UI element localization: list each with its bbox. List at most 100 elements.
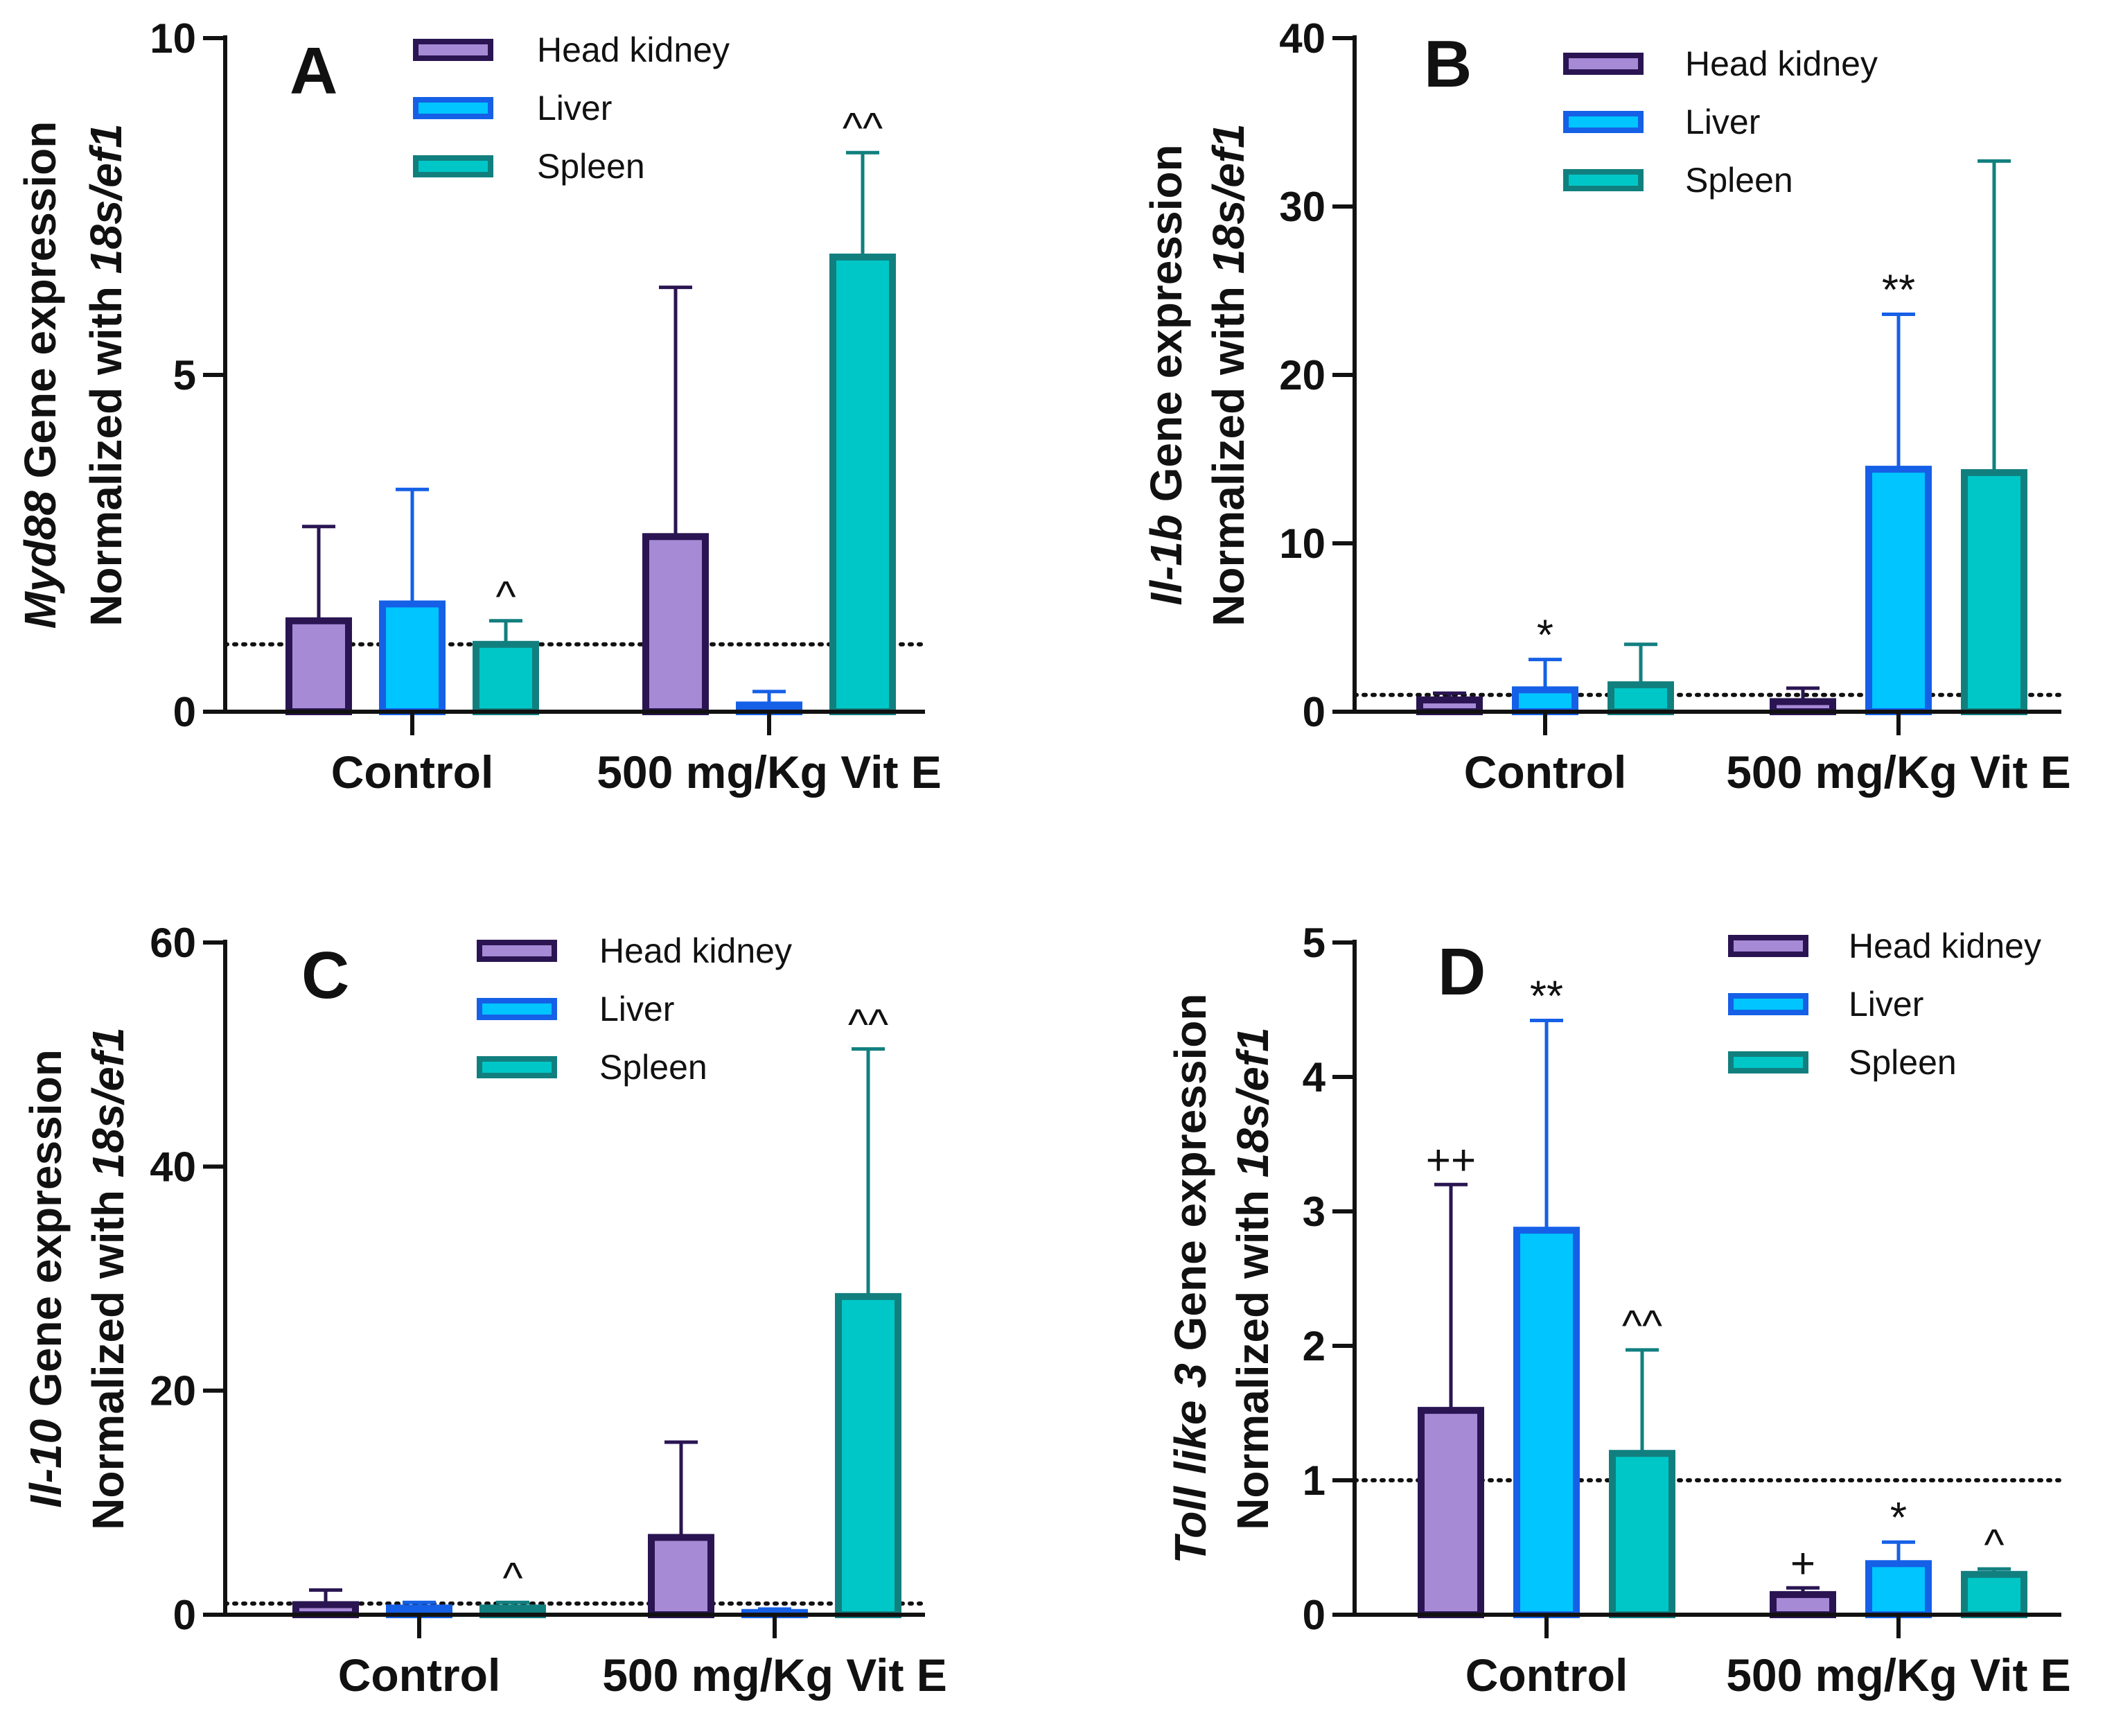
y-tick-label: 2	[1303, 1323, 1325, 1369]
bar	[829, 253, 896, 715]
normalizer-name: 18s/ef1	[81, 123, 131, 274]
significance-mark: ^^	[843, 105, 883, 152]
y-tick-label: 1	[1303, 1457, 1325, 1504]
y-axis-title-prefix: Normalized with	[1204, 274, 1253, 626]
y-tick-label: 0	[173, 1592, 196, 1638]
y-tick-label: 20	[1279, 352, 1325, 398]
legend-label: Liver	[537, 89, 612, 128]
panel-letter: C	[301, 938, 349, 1012]
y-tick-label: 40	[1279, 15, 1325, 62]
y-axis-title-line1: Il-10 Gene expression	[21, 1049, 71, 1508]
y-tick-label: 4	[1303, 1054, 1326, 1101]
y-axis-title-suffix: Gene expression	[1165, 994, 1215, 1364]
bar	[835, 1292, 901, 1619]
y-axis-title-line1: Toll like 3 Gene expression	[1165, 994, 1215, 1564]
y-tick-label: 0	[173, 689, 196, 735]
normalizer-name: 18s/ef1	[83, 1027, 133, 1177]
legend-label: Head kidney	[599, 931, 792, 970]
bar	[642, 533, 709, 716]
category-label: Control	[331, 746, 494, 798]
y-axis-title-line2: Normalized with 18s/ef1	[1204, 123, 1253, 626]
legend-swatch	[1728, 935, 1808, 957]
y-tick-label: 5	[1303, 920, 1325, 966]
legend-swatch	[1563, 111, 1644, 133]
category-label: 500 mg/Kg Vit E	[1726, 746, 2071, 798]
legend-label: Head kidney	[1849, 927, 2041, 965]
gene-name: Toll like 3	[1165, 1363, 1215, 1563]
gene-name: Myd88	[15, 491, 65, 629]
y-tick-label: 10	[150, 15, 196, 62]
legend-label: Spleen	[1849, 1043, 1957, 1082]
y-axis-title-suffix: Gene expression	[21, 1049, 71, 1419]
panel-letter: D	[1438, 935, 1486, 1009]
bar	[1770, 1590, 1836, 1618]
legend-label: Liver	[1849, 985, 1923, 1024]
bar	[285, 617, 352, 716]
category-label: 500 mg/Kg Vit E	[1726, 1649, 2071, 1701]
bar	[1865, 466, 1932, 716]
y-tick-label: 20	[150, 1368, 196, 1414]
bar	[1418, 1407, 1484, 1618]
bar	[1961, 468, 2027, 715]
significance-mark: +	[1790, 1540, 1815, 1588]
legend-swatch	[1728, 1051, 1808, 1073]
category-label: 500 mg/Kg Vit E	[602, 1649, 947, 1701]
significance-mark: *	[1890, 1494, 1907, 1542]
legend-swatch	[413, 97, 493, 119]
normalizer-name: 18s/ef1	[1204, 123, 1253, 274]
y-tick-label: 0	[1303, 689, 1325, 735]
y-axis-title-suffix: Gene expression	[15, 121, 65, 491]
legend-label: Spleen	[599, 1048, 707, 1087]
panel-letter: B	[1424, 27, 1472, 101]
y-tick-label: 3	[1303, 1189, 1325, 1235]
legend-swatch	[1563, 169, 1644, 191]
y-axis-title-suffix: Gene expression	[1141, 144, 1191, 514]
gene-name: Il-1b	[1141, 514, 1191, 606]
significance-mark: ^	[502, 1554, 522, 1602]
y-axis-title-prefix: Normalized with	[1228, 1177, 1278, 1530]
legend-swatch	[1728, 993, 1808, 1015]
bar	[1513, 1227, 1580, 1619]
panel-letter: A	[290, 34, 337, 108]
category-label: Control	[1465, 1649, 1628, 1701]
legend-label: Liver	[1685, 103, 1760, 141]
y-tick-label: 5	[173, 352, 196, 398]
y-axis-title-line2: Normalized with 18s/ef1	[1228, 1027, 1278, 1530]
legend-swatch	[477, 1056, 557, 1078]
legend-swatch	[1563, 53, 1644, 75]
gene-name: Il-10	[21, 1419, 71, 1508]
legend-label: Head kidney	[537, 30, 730, 69]
y-axis-title-prefix: Normalized with	[83, 1177, 133, 1530]
legend-label: Spleen	[1685, 161, 1793, 200]
legend-swatch	[477, 998, 557, 1020]
significance-mark: **	[1882, 267, 1915, 315]
legend-label: Head kidney	[1685, 44, 1878, 83]
y-axis-title-line1: Il-1b Gene expression	[1141, 144, 1191, 605]
significance-mark: ^	[495, 573, 516, 621]
significance-mark: ++	[1426, 1137, 1476, 1184]
y-tick-label: 0	[1303, 1592, 1325, 1638]
y-tick-label: 10	[1279, 520, 1325, 567]
bar	[648, 1534, 714, 1618]
y-tick-label: 40	[150, 1143, 196, 1190]
y-tick-label: 30	[1279, 184, 1325, 230]
significance-mark: **	[1530, 973, 1563, 1021]
y-axis-title-line2: Normalized with 18s/ef1	[83, 1027, 133, 1530]
y-tick-label: 60	[150, 920, 196, 966]
bar	[1609, 1450, 1675, 1618]
y-axis-title-line1: Myd88 Gene expression	[15, 121, 65, 629]
category-label: 500 mg/Kg Vit E	[597, 746, 942, 798]
legend-swatch	[413, 39, 493, 61]
y-axis-title-prefix: Normalized with	[81, 274, 131, 626]
category-label: Control	[338, 1649, 501, 1701]
legend-swatch	[477, 940, 557, 962]
normalizer-name: 18s/ef1	[1228, 1027, 1278, 1177]
bar	[1608, 681, 1674, 715]
significance-mark: *	[1537, 612, 1553, 660]
bar	[473, 640, 539, 715]
bar	[1961, 1570, 2027, 1619]
legend-swatch	[413, 155, 493, 177]
